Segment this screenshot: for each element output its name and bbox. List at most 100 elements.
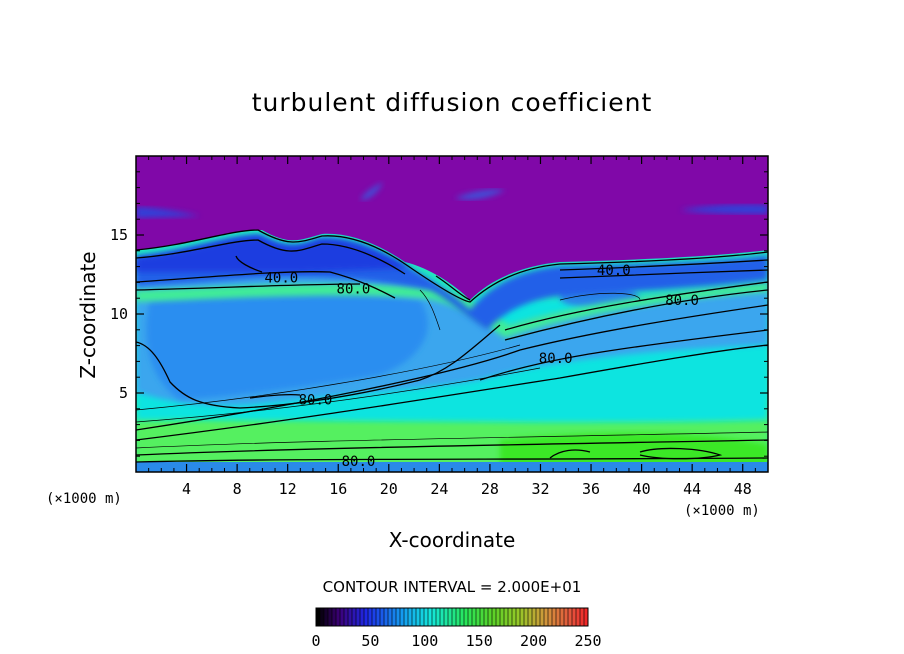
y-tick-label: 5 [119,384,128,402]
colorbar-swatch [512,608,517,626]
colorbar-swatch [504,608,509,626]
colorbar-swatch [452,608,457,626]
y-axis-label: Z-coordinate [76,251,100,379]
contour-interval-label: CONTOUR INTERVAL = 2.000E+01 [322,578,582,596]
colorbar-swatch [492,608,497,626]
colorbar-swatch [528,608,533,626]
x-tick-label: 28 [481,480,499,498]
colorbar-swatch [584,608,589,626]
colorbar-swatch [532,608,537,626]
colorbar-swatch [380,608,385,626]
colorbar-swatch [476,608,481,626]
colorbar-swatch [548,608,553,626]
colorbar-swatch [368,608,373,626]
x-tick-label: 40 [633,480,651,498]
colorbar-swatch [524,608,529,626]
colorbar-swatch [460,608,465,626]
contour-label: 80.0 [539,351,573,367]
colorbar-swatch [572,608,577,626]
colorbar-swatch [488,608,493,626]
heatmap-field [136,156,768,472]
colorbar-swatch [336,608,341,626]
colorbar-swatch [364,608,369,626]
contour-label: 80.0 [299,392,333,408]
colorbar-tick-label: 150 [466,632,493,650]
colorbar-swatch [348,608,353,626]
colorbar-swatch [332,608,337,626]
x-tick-label: 4 [182,480,191,498]
colorbar-swatch [316,608,321,626]
contour-label: 40.0 [597,263,631,279]
colorbar-tick-label: 0 [311,632,320,650]
x-unit-label-right: (×1000 m) [684,503,760,519]
colorbar-swatch [372,608,377,626]
colorbar-swatch [468,608,473,626]
colorbar-swatch [580,608,585,626]
x-unit-label-left: (×1000 m) [46,491,122,507]
contour-label: 80.0 [342,454,376,470]
colorbar-swatch [496,608,501,626]
colorbar-swatch [376,608,381,626]
colorbar-swatch [320,608,325,626]
contour-label: 80.0 [665,293,699,309]
colorbar-swatch [424,608,429,626]
colorbar-swatch [448,608,453,626]
chart-title: turbulent diffusion coefficient [251,88,653,117]
colorbar-swatch [480,608,485,626]
x-tick-label: 16 [329,480,347,498]
colorbar-swatch [444,608,449,626]
colorbar-swatch [324,608,329,626]
colorbar-swatch [552,608,557,626]
colorbar-frame [315,607,589,627]
y-tick-label: 10 [110,305,128,323]
contour-label: 40.0 [265,271,299,287]
colorbar-swatch [564,608,569,626]
contour-label: 80.0 [337,282,371,298]
colorbar-swatch [544,608,549,626]
colorbar-swatch [340,608,345,626]
colorbar-tick-label: 100 [411,632,438,650]
colorbar-swatch [412,608,417,626]
colorbar-swatch [416,608,421,626]
colorbar-swatch [432,608,437,626]
x-tick-label: 32 [531,480,549,498]
colorbar-swatch [520,608,525,626]
x-tick-label: 24 [430,480,448,498]
colorbar-swatch [508,608,513,626]
colorbar-swatch [556,608,561,626]
colorbar-swatch [352,608,357,626]
colorbar-swatch [560,608,565,626]
x-tick-label: 48 [734,480,752,498]
x-tick-label: 36 [582,480,600,498]
colorbar-swatch [328,608,333,626]
x-axis-label: X-coordinate [388,528,516,552]
colorbar-swatch [484,608,489,626]
colorbar-swatch [404,608,409,626]
colorbar-swatch [472,608,477,626]
colorbar-swatch [344,608,349,626]
colorbar-swatch [540,608,545,626]
colorbar-swatch [408,608,413,626]
colorbar-swatch [388,608,393,626]
colorbar-swatch [420,608,425,626]
colorbar-swatch [500,608,505,626]
colorbar-swatch [428,608,433,626]
colorbar-swatch [456,608,461,626]
x-tick-label: 20 [380,480,398,498]
colorbar-swatch [392,608,397,626]
x-tick-label: 12 [279,480,297,498]
colorbar-swatch [576,608,581,626]
colorbar-swatch [440,608,445,626]
x-tick-label: 44 [683,480,701,498]
colorbar-swatch [356,608,361,626]
colorbar-tick-label: 200 [520,632,547,650]
colorbar-swatch [536,608,541,626]
colorbar-swatch [384,608,389,626]
x-tick-label: 8 [233,480,242,498]
colorbar-swatch [516,608,521,626]
colorbar-tick-label: 250 [574,632,601,650]
colorbar-swatch [464,608,469,626]
y-tick-label: 15 [110,226,128,244]
colorbar-swatch [396,608,401,626]
